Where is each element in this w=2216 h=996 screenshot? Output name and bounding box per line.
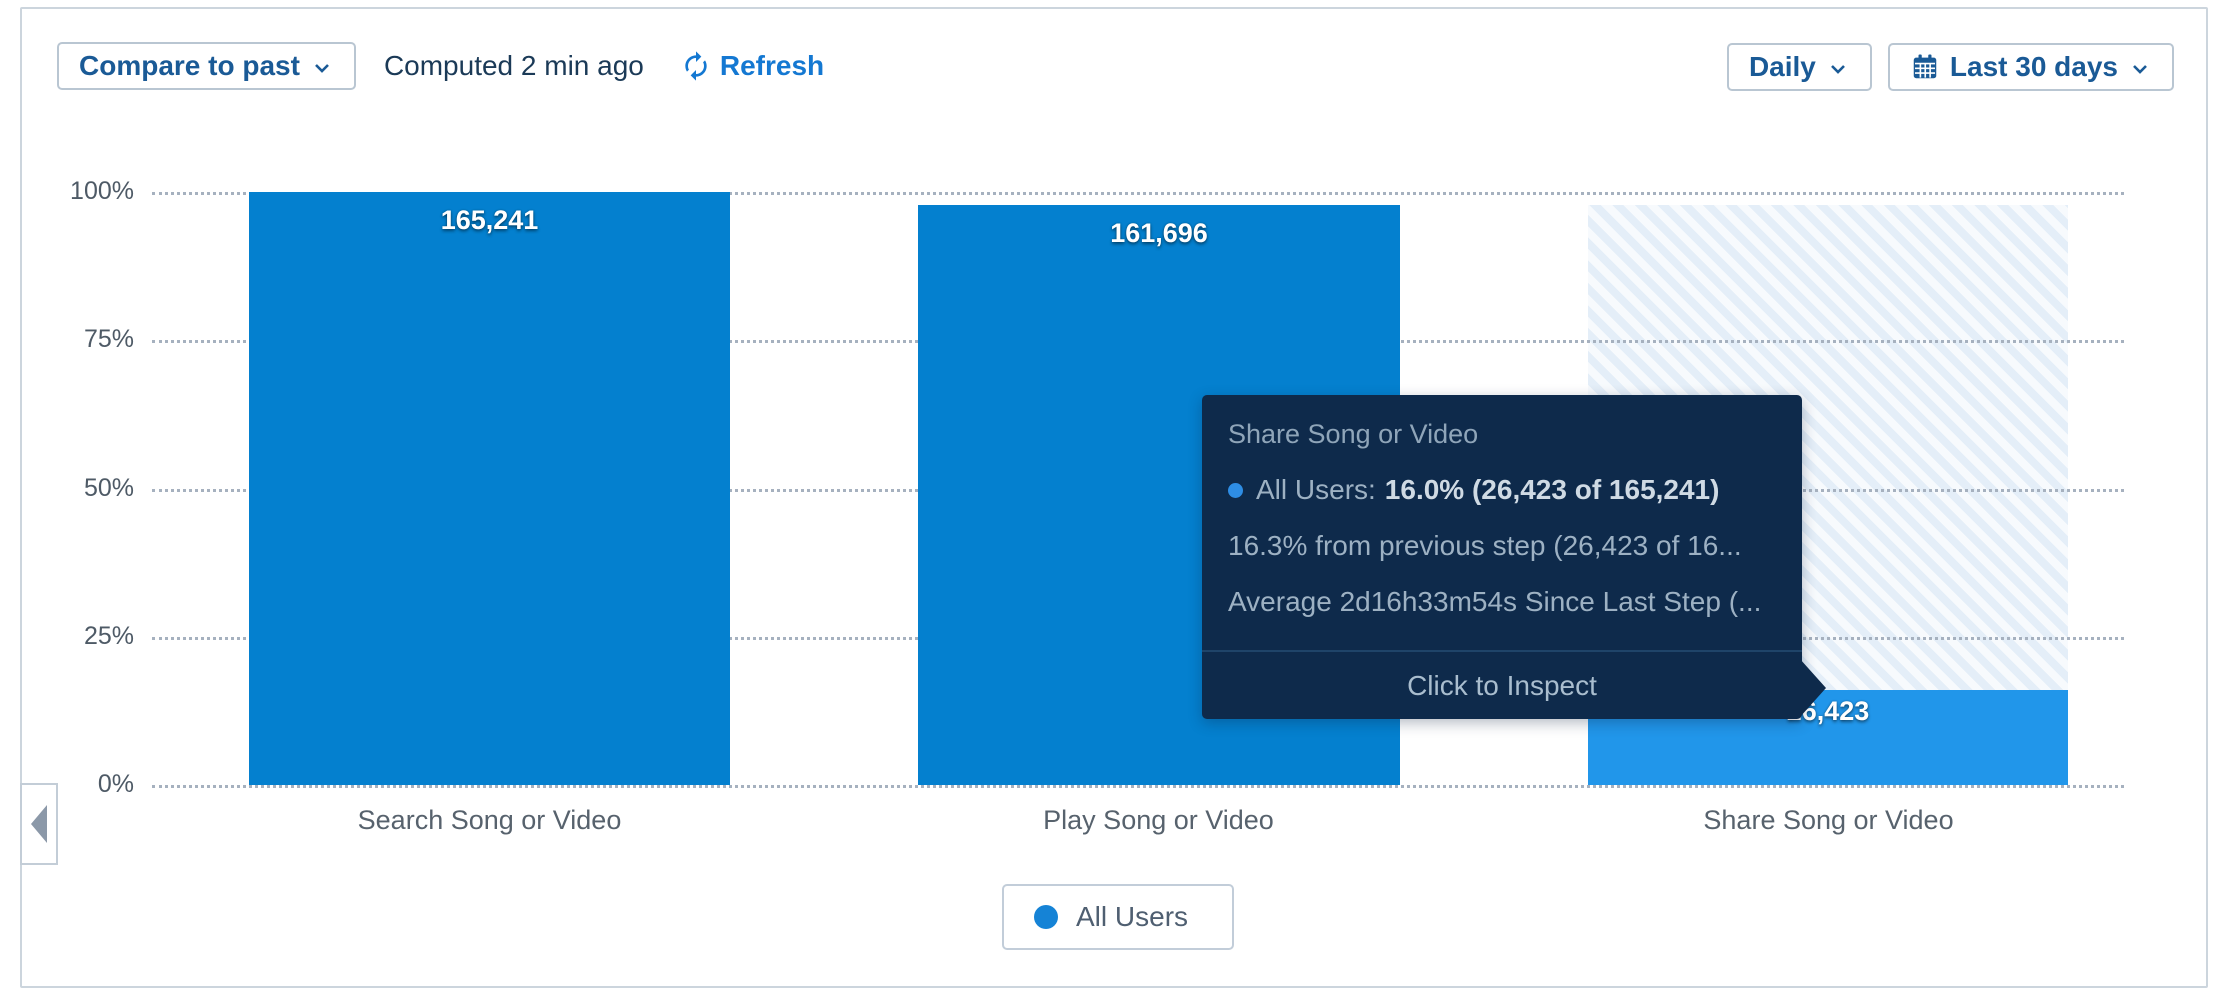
header-left-controls: Compare to past Computed 2 min ago Refre… <box>57 42 824 90</box>
y-tick-75: 75% <box>83 325 134 354</box>
tooltip-title: Share Song or Video <box>1228 419 1479 449</box>
y-tick-25: 25% <box>83 621 134 650</box>
legend-label: All Users <box>1076 901 1189 932</box>
compare-to-past-label: Compare to past <box>79 50 300 81</box>
y-tick-50: 50% <box>83 473 134 502</box>
x-label-search-song-or-video: Search Song or Video <box>357 805 622 835</box>
tooltip-body: Share Song or Video All Users: 16.0% (26… <box>1202 395 1802 619</box>
refresh-button[interactable]: Refresh <box>680 50 824 82</box>
computed-status-text: Computed 2 min ago <box>383 50 644 81</box>
refresh-label: Refresh <box>719 50 825 81</box>
x-label-play-song-or-video: Play Song or Video <box>1043 805 1274 835</box>
date-range-dropdown-button[interactable]: Last 30 days <box>1887 43 2174 91</box>
interval-label: Daily <box>1748 51 1816 82</box>
y-tick-100: 100% <box>70 176 134 205</box>
legend-all-users[interactable]: All Users <box>1002 884 1234 950</box>
tooltip-series-value: 16.0% (26,423 of 165,241) <box>1384 474 1720 505</box>
chevron-down-icon <box>1830 64 1845 74</box>
y-tick-0: 0% <box>97 769 134 798</box>
funnel-chart-panel: Compare to past Computed 2 min ago Refre… <box>20 7 2208 988</box>
left-triangle-icon <box>31 805 47 843</box>
x-label-share-song-or-video: Share Song or Video <box>1703 805 1954 835</box>
x-axis: Search Song or Video Play Song or Video … <box>152 805 2124 845</box>
tooltip-series-row: All Users: 16.0% (26,423 of 165,241) <box>1228 473 1776 507</box>
refresh-icon <box>685 51 707 81</box>
tooltip-click-to-inspect: Click to Inspect <box>1202 650 1802 719</box>
chevron-down-icon <box>315 63 329 73</box>
interval-dropdown-button[interactable]: Daily <box>1726 43 1872 91</box>
bar-value-label: 161,696 <box>1110 218 1208 249</box>
funnel-bar-search-song-or-video[interactable]: 165,241 <box>249 192 730 785</box>
tooltip-previous-step-line: 16.3% from previous step (26,423 of 16..… <box>1228 530 1742 561</box>
header-right-controls: Daily Last 30 days <box>1726 43 2174 91</box>
y-axis: 100% 75% 50% 25% 0% <box>42 177 134 798</box>
legend-dot-icon <box>1034 905 1058 929</box>
gridline-0 <box>152 785 2124 788</box>
date-range-label: Last 30 days <box>1949 51 2118 82</box>
calendar-icon <box>1913 54 1937 79</box>
funnel-plot-area: 165,241 161,696 26,423 <box>152 192 2124 788</box>
funnel-tooltip[interactable]: Share Song or Video All Users: 16.0% (26… <box>1202 395 1826 719</box>
chevron-down-icon <box>2133 64 2147 74</box>
bar-value-label: 165,241 <box>440 205 539 235</box>
series-dot-icon <box>1228 482 1243 498</box>
collapse-panel-button[interactable] <box>20 783 58 865</box>
gridline-100 <box>152 192 2124 195</box>
tooltip-series-label: All Users: <box>1256 474 1376 505</box>
compare-to-past-button[interactable]: Compare to past <box>57 42 356 90</box>
tooltip-average-line: Average 2d16h33m54s Since Last Step (... <box>1228 586 1762 617</box>
